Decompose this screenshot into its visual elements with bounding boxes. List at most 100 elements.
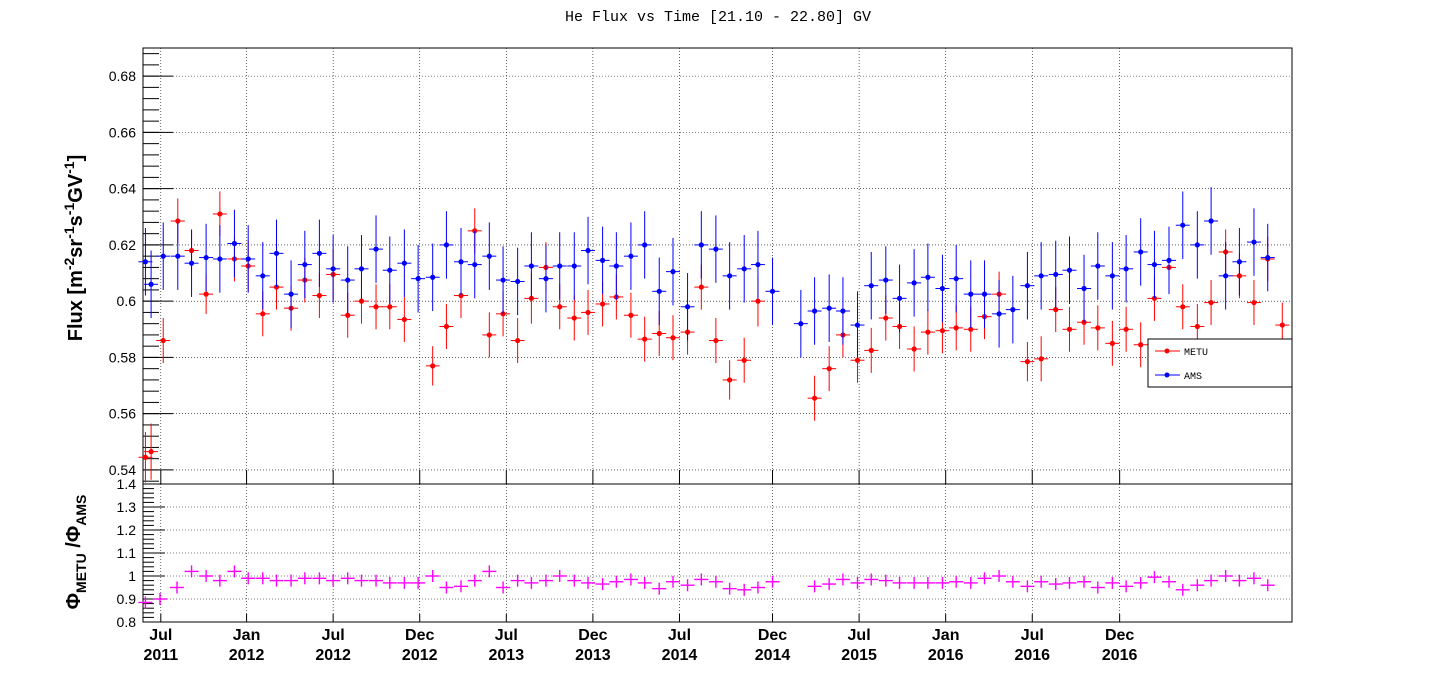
ams-point <box>822 274 837 342</box>
bottom-y-tick-label: 1 <box>128 568 136 584</box>
ratio-point <box>1133 576 1148 589</box>
metu-marker <box>175 218 181 224</box>
ams-point <box>1005 275 1020 344</box>
metu-point <box>144 423 159 480</box>
metu-marker <box>1180 304 1186 310</box>
top-y-tick-label: 0.54 <box>109 462 136 478</box>
ams-point <box>864 251 879 320</box>
metu-marker <box>925 329 931 335</box>
ratio-point <box>977 572 992 585</box>
ratio-point <box>538 574 553 587</box>
metu-marker <box>585 309 591 316</box>
ams-marker <box>528 263 534 269</box>
metu-point <box>1175 284 1190 330</box>
ams-marker <box>939 285 946 292</box>
metu-marker <box>741 357 747 363</box>
ams-marker <box>557 263 563 269</box>
ratio-point <box>524 576 539 589</box>
metu-marker <box>755 298 761 304</box>
metu-point <box>907 326 922 372</box>
metu-marker <box>713 337 719 344</box>
metu-marker <box>148 449 154 455</box>
ratio-point <box>680 579 695 592</box>
ams-point <box>977 260 992 328</box>
ams-point <box>920 243 935 312</box>
metu-marker <box>642 336 648 342</box>
metu-marker <box>854 357 861 363</box>
top-y-tick-label: 0.6 <box>117 293 137 309</box>
metu-point <box>1204 280 1219 326</box>
ratio-point <box>1119 580 1134 593</box>
metu-marker <box>1095 325 1101 331</box>
metu-point <box>255 291 270 337</box>
metu-marker <box>515 337 521 344</box>
ams-marker <box>883 277 889 283</box>
ams-marker <box>500 277 506 283</box>
ratio-point <box>340 572 355 585</box>
x-tick-year: 2014 <box>662 647 698 664</box>
ams-point <box>850 291 865 359</box>
ratio-point <box>138 596 153 609</box>
ams-point <box>1020 251 1035 320</box>
ratio-point <box>892 576 907 589</box>
chart-title: He Flux vs Time [21.10 - 22.80] GV <box>565 9 871 26</box>
ams-point <box>992 280 1007 348</box>
ratio-point <box>199 570 214 582</box>
ratio-point <box>722 582 737 595</box>
ratio-point <box>227 565 242 578</box>
x-tick-month: Dec <box>758 627 787 644</box>
ams-marker <box>345 277 351 283</box>
metu-point <box>807 375 822 421</box>
ams-marker <box>600 257 606 263</box>
x-tick-month: Jul <box>149 627 172 644</box>
ams-point <box>1090 232 1105 300</box>
ratio-point <box>1090 581 1105 594</box>
metu-point <box>737 337 752 383</box>
ams-marker <box>160 253 166 259</box>
ratio-point <box>510 574 525 587</box>
metu-point <box>1119 306 1134 352</box>
bottom-panel-grid <box>143 484 1292 622</box>
ams-marker <box>698 242 704 248</box>
ams-point <box>184 229 199 297</box>
ams-point <box>284 260 299 328</box>
ams-point <box>652 257 667 326</box>
ams-marker <box>415 276 421 282</box>
top-y-tick-label: 0.66 <box>109 124 136 140</box>
ams-point <box>609 232 624 300</box>
ratio-point <box>765 575 780 588</box>
ams-marker <box>670 269 676 275</box>
ams-marker <box>868 283 874 289</box>
ratio-point <box>949 575 964 588</box>
metu-marker <box>727 377 733 383</box>
metu-point <box>1090 305 1105 351</box>
metu-point <box>949 305 964 351</box>
ams-marker <box>430 274 436 280</box>
ratio-point <box>665 575 680 588</box>
ams-point <box>156 222 171 290</box>
ratio-point <box>1034 575 1049 588</box>
x-tick-month: Dec <box>578 627 607 644</box>
metu-point <box>708 318 723 364</box>
ratio-point <box>1218 570 1233 582</box>
ams-point <box>949 244 964 313</box>
ams-point <box>581 216 596 285</box>
bottom-y-tick-label: 1.1 <box>117 545 137 561</box>
ams-marker <box>1066 267 1073 273</box>
ams-marker <box>217 256 223 262</box>
ratio-point <box>567 574 582 587</box>
top-y-tick-label: 0.64 <box>109 181 136 197</box>
ams-marker <box>175 253 181 259</box>
ratio-point <box>807 580 822 593</box>
legend-metu-marker <box>1164 348 1170 354</box>
x-tick-month: Jul <box>322 627 345 644</box>
metu-point <box>722 360 737 400</box>
metu-marker <box>656 330 662 337</box>
metu-marker <box>628 312 634 318</box>
ams-marker <box>302 261 308 268</box>
ams-point <box>482 222 497 290</box>
ratio-point <box>595 578 610 591</box>
top-panel-frame <box>142 47 1293 485</box>
ams-marker <box>1194 242 1200 248</box>
ams-point <box>241 225 256 293</box>
